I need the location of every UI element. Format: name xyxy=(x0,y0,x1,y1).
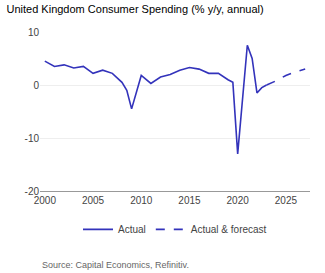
svg-text:2005: 2005 xyxy=(82,195,105,206)
svg-text:-20: -20 xyxy=(25,186,40,197)
svg-text:Actual & forecast: Actual & forecast xyxy=(191,224,267,235)
svg-text:Source: Capital Economics, Ref: Source: Capital Economics, Refinitiv. xyxy=(42,260,189,270)
svg-text:United Kingdom Consumer Spendi: United Kingdom Consumer Spending (% y/y,… xyxy=(7,3,264,15)
svg-text:2020: 2020 xyxy=(227,195,250,206)
svg-text:Actual: Actual xyxy=(118,224,146,235)
svg-text:2025: 2025 xyxy=(275,195,298,206)
svg-text:-10: -10 xyxy=(25,133,40,144)
svg-text:0: 0 xyxy=(33,80,39,91)
svg-text:2010: 2010 xyxy=(130,195,153,206)
svg-text:10: 10 xyxy=(28,27,40,38)
svg-text:2015: 2015 xyxy=(178,195,201,206)
svg-text:2000: 2000 xyxy=(34,195,57,206)
